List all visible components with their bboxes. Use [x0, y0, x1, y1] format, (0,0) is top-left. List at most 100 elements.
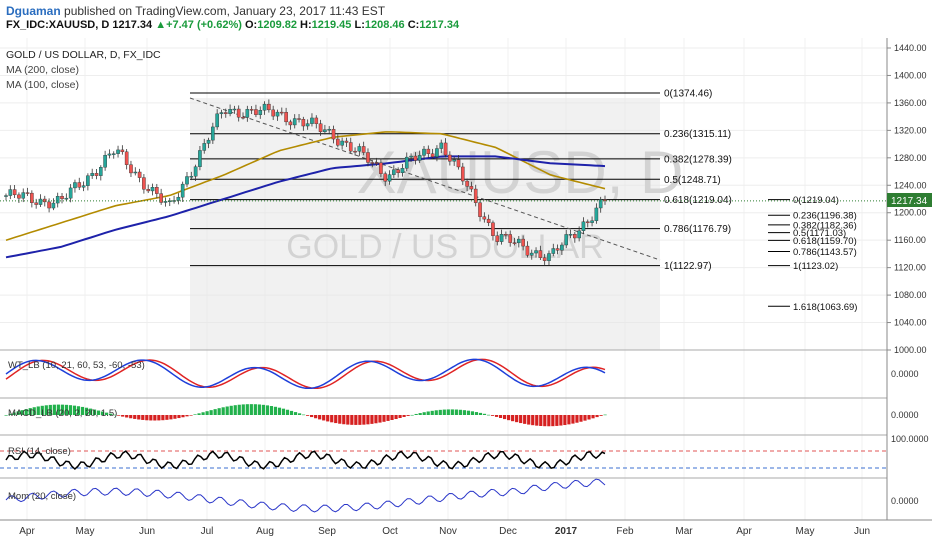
macd-bar — [326, 415, 330, 422]
macd-bar — [543, 415, 547, 427]
candle-body — [323, 129, 327, 133]
macd-bar — [80, 406, 85, 415]
macd-bar — [390, 415, 394, 420]
rsi-label: RSI (14, close) — [8, 446, 71, 457]
fib-ext-label: 0.236(1196.38) — [793, 211, 857, 222]
macd-bar — [422, 412, 426, 415]
candle-body — [198, 150, 202, 167]
ma200-line[interactable] — [5, 155, 606, 259]
macd-bar — [205, 411, 209, 415]
macd-bar — [229, 405, 233, 415]
macd-bar — [285, 409, 290, 415]
price-axis[interactable]: 1000.00 1040.00 1080.00 1120.00 1160.00 1200.… — [887, 43, 927, 355]
macd-bar — [490, 415, 495, 416]
candle-body — [189, 176, 194, 178]
candle-body — [129, 164, 133, 174]
macd-bar — [161, 415, 165, 421]
fib-retracement[interactable]: 0(1374.46) 0.236(1315.11) 0.382(1278.39) 0.… — [190, 88, 732, 272]
candle-body — [521, 238, 525, 247]
wt-zero-label: 0.0000 — [891, 369, 919, 379]
macd-bar — [454, 409, 458, 415]
candle-body — [142, 177, 146, 190]
fib-extension[interactable]: 0(1219.04)0.236(1196.38)0.382(1182.36)0.… — [768, 195, 857, 313]
candlesticks[interactable] — [4, 99, 607, 266]
candle-body — [305, 123, 310, 127]
macd-bar — [60, 404, 64, 415]
candle-body — [77, 182, 82, 188]
macd-bar — [430, 410, 434, 415]
macd-bar — [519, 415, 523, 424]
time-tick-label: Apr — [736, 526, 752, 537]
macd-bar — [482, 413, 487, 415]
macd-bar — [8, 413, 12, 415]
fib-ext-label: 0.5(1171.03) — [793, 228, 846, 239]
macd-bar — [16, 411, 20, 415]
candle-body — [245, 109, 250, 118]
macd-bar — [374, 415, 378, 424]
candle-body — [353, 150, 357, 153]
macd-bar — [72, 405, 77, 415]
macd-bar — [133, 415, 137, 419]
macd-bar — [535, 415, 539, 426]
candle-body — [232, 108, 237, 111]
candle-body — [25, 192, 30, 194]
candle-body — [176, 196, 181, 201]
mom-pane: Mom (20, close) — [0, 477, 887, 513]
author-link[interactable]: Dguaman — [6, 4, 61, 18]
macd-bar — [281, 408, 286, 415]
candle-body — [86, 175, 90, 186]
candle-body — [491, 222, 495, 236]
price-tick-label: 1000.00 — [894, 345, 927, 355]
macd-bar — [145, 415, 149, 421]
candle-body — [120, 149, 125, 153]
macd-bar — [567, 415, 571, 425]
trendline[interactable] — [189, 97, 661, 261]
candle-body — [517, 238, 521, 244]
symbol-label: FX_IDC:XAUUSD, D — [6, 19, 110, 31]
candle-body — [262, 103, 267, 111]
macd-bar — [40, 405, 44, 415]
macd-bar — [474, 412, 479, 415]
candle-body — [64, 197, 69, 200]
candle-body — [34, 202, 38, 205]
ma100-line[interactable] — [5, 131, 606, 241]
candle-body — [159, 193, 163, 203]
macd-bar — [105, 412, 109, 415]
macd-bar — [330, 415, 334, 423]
price-tick-label: 1120.00 — [894, 263, 926, 273]
macd-bar — [56, 404, 60, 415]
time-tick-label: May — [76, 526, 95, 537]
macd-bar — [125, 415, 129, 418]
ohlc-line: FX_IDC:XAUUSD, D 1217.34 ▲+7.47 (+0.62%)… — [6, 19, 459, 31]
macd-bar — [571, 415, 575, 424]
candle-body — [383, 173, 388, 182]
time-axis[interactable]: Apr May Jun Jul Aug Sep Oct Nov Dec 2017 Feb Mar Apr… — [19, 526, 870, 537]
candle-body — [163, 201, 168, 203]
candle-body — [60, 196, 64, 200]
macd-bar — [273, 406, 278, 415]
time-tick-label: Mar — [675, 526, 693, 537]
macd-bar — [498, 415, 503, 418]
macd-bar — [100, 411, 105, 415]
candle-body — [103, 154, 107, 168]
macd-bar — [470, 411, 475, 415]
macd-bar — [153, 415, 157, 421]
macd-bar — [314, 415, 318, 419]
up-arrow-icon: ▲ — [155, 19, 167, 31]
candle-body — [456, 159, 461, 168]
candle-body — [508, 234, 512, 243]
macd-bar — [209, 410, 213, 415]
candle-body — [374, 162, 379, 164]
candle-body — [271, 109, 275, 117]
macd-bar — [221, 407, 225, 415]
macd-bar — [523, 415, 527, 424]
current-price-tag — [887, 193, 932, 207]
chart-header: Dguaman published on TradingView.com, Ja… — [0, 0, 932, 38]
candle-body — [482, 216, 487, 220]
macd-bar — [563, 415, 567, 426]
candle-body — [473, 188, 478, 203]
macd-bar — [121, 415, 125, 417]
price-chart[interactable]: XAUUSD, D GOLD / US DOLLAR 0(1374.46) 0.2… — [0, 38, 932, 550]
macd-bar — [277, 407, 282, 415]
macd-bar — [478, 412, 483, 415]
